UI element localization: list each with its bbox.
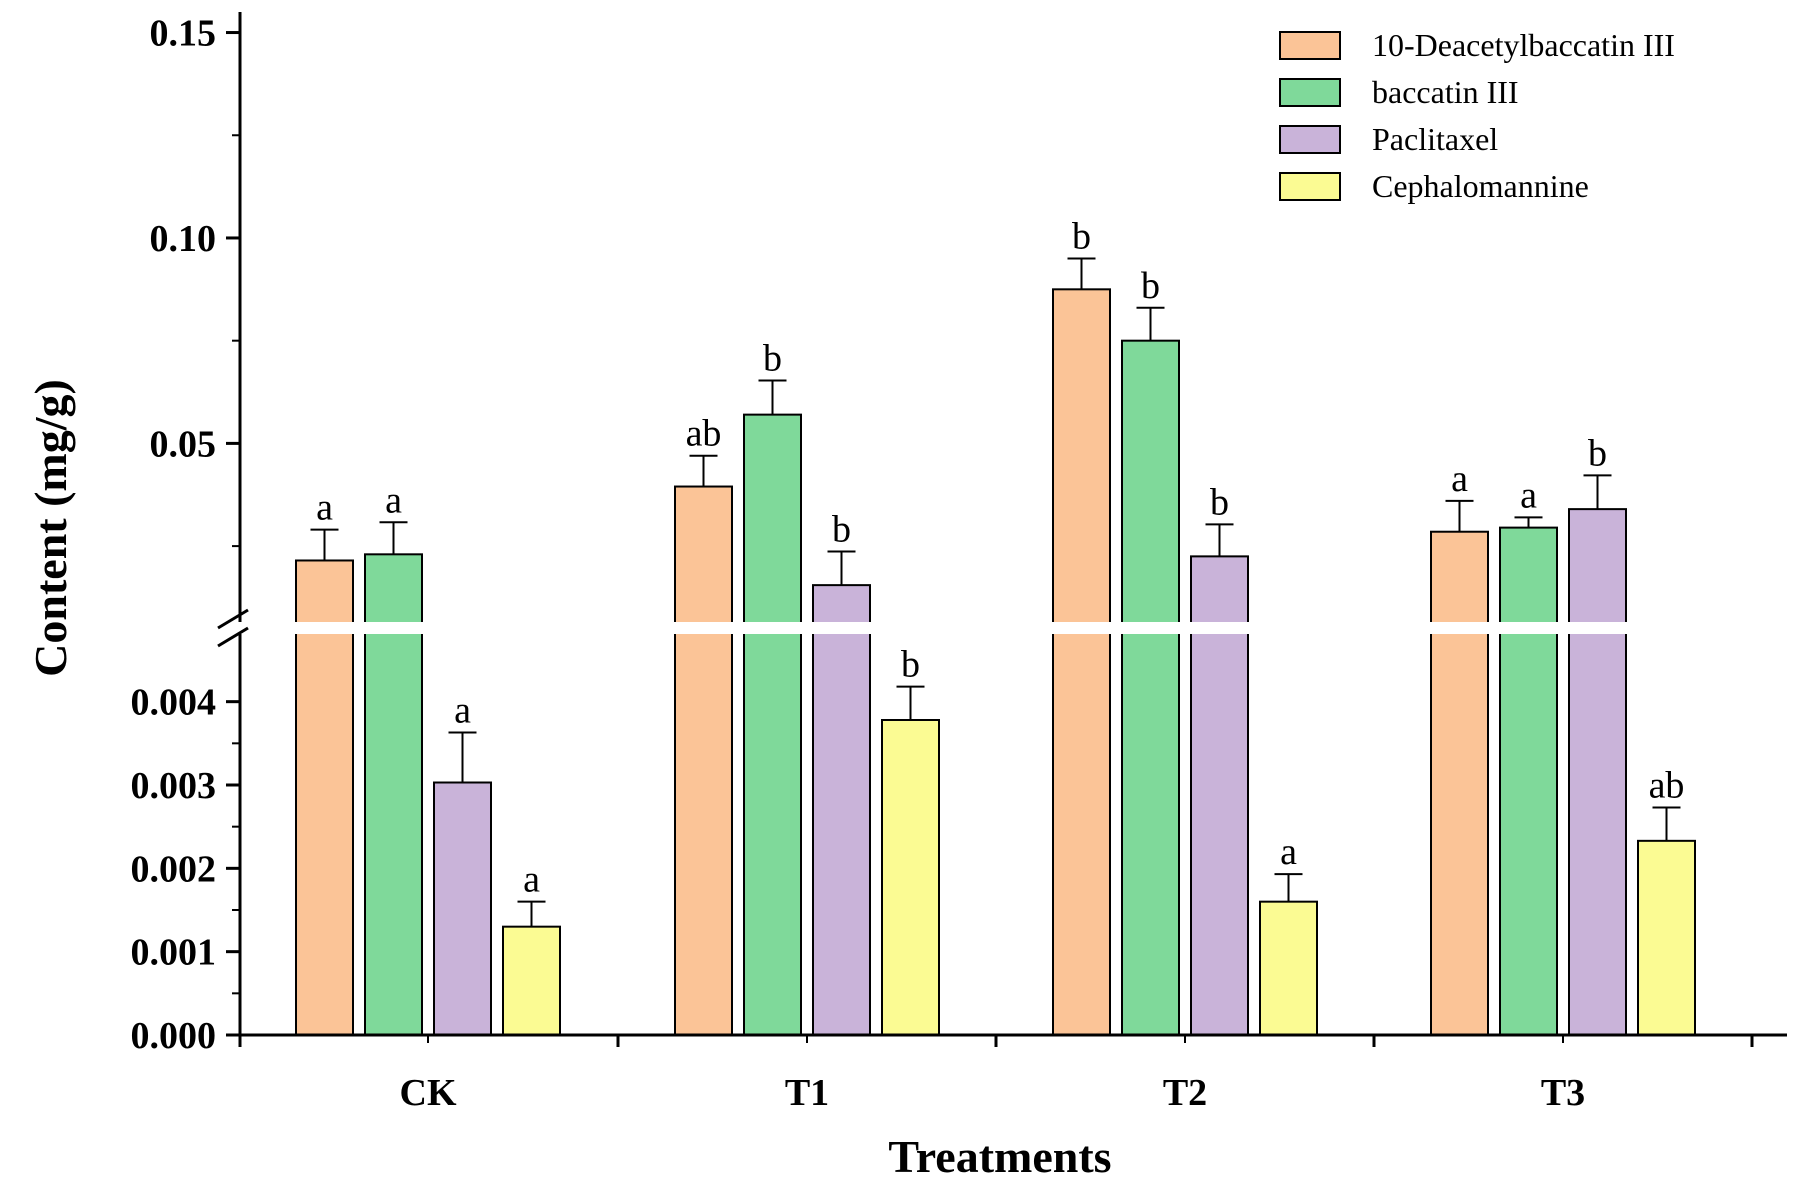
x-tick-label-t1: T1: [785, 1072, 829, 1114]
significance-letter: b: [832, 508, 851, 550]
y-tick-label: 0.10: [150, 218, 217, 260]
significance-letter: a: [454, 690, 471, 732]
axis-break-mark: [217, 608, 249, 630]
significance-letter: a: [385, 479, 402, 521]
significance-letter: ab: [686, 413, 722, 455]
bar-paclitaxel-t1: [812, 584, 871, 1036]
bars-layer: [218, 257, 1789, 1037]
bar-cephalomannine-t1: [881, 719, 940, 1036]
significance-letter: b: [1141, 265, 1160, 307]
legend-label-cephalomannine: Cephalomannine: [1372, 168, 1589, 204]
significance-letter: b: [763, 338, 782, 380]
legend-swatch-paclitaxel: [1279, 125, 1341, 154]
significance-letter: a: [1280, 831, 1297, 873]
significance-letter: a: [523, 859, 540, 901]
significance-letter: b: [1072, 216, 1091, 258]
bar-paclitaxel-ck: [433, 781, 492, 1036]
significance-letter: a: [316, 487, 333, 529]
x-axis-title: Treatments: [888, 1131, 1111, 1182]
y-tick-label: 0.05: [150, 423, 217, 465]
axis-break-band: [218, 622, 1789, 634]
y-tick-label: 0.000: [131, 1015, 217, 1057]
bar-baccatin-iii-t1: [743, 413, 802, 1036]
legend-label-paclitaxel: Paclitaxel: [1372, 121, 1498, 157]
legend-swatch-baccatin-iii: [1279, 78, 1341, 107]
legend-swatch-cephalomannine: [1279, 172, 1341, 201]
bar-paclitaxel-t2: [1190, 555, 1249, 1036]
significance-letter: b: [901, 644, 920, 686]
y-tick-label: 0.001: [131, 932, 217, 974]
bar-cephalomannine-t2: [1259, 900, 1318, 1037]
y-tick-label: 0.002: [131, 848, 217, 890]
bar-10-deacetylbaccatin-iii-ck: [295, 559, 354, 1037]
bar-baccatin-iii-t3: [1499, 526, 1558, 1037]
bar-10-deacetylbaccatin-iii-t1: [674, 485, 733, 1036]
significance-letter: ab: [1649, 765, 1685, 807]
significance-letter: b: [1588, 432, 1607, 474]
axes-layer: [217, 12, 1787, 1047]
bar-baccatin-iii-t2: [1121, 339, 1180, 1036]
y-tick-label: 0.004: [131, 682, 217, 724]
significance-letter: b: [1210, 481, 1229, 523]
bar-cephalomannine-t3: [1637, 839, 1696, 1036]
legend-label-10-deacetylbaccatin-iii: 10-Deacetylbaccatin III: [1372, 27, 1675, 63]
y-tick-label: 0.15: [150, 13, 217, 55]
significance-letter: a: [1451, 458, 1468, 500]
legend: 10-Deacetylbaccatin III baccatin III Pacli…: [1279, 27, 1675, 204]
x-tick-label-ck: CK: [400, 1072, 457, 1114]
bar-cephalomannine-ck: [502, 925, 561, 1037]
y-tick-label: 0.003: [131, 765, 217, 807]
x-tick-label-t3: T3: [1541, 1072, 1585, 1114]
significance-letter: a: [1520, 474, 1537, 516]
bar-10-deacetylbaccatin-iii-t3: [1430, 530, 1489, 1036]
legend-swatch-10-deacetylbaccatin-iii: [1279, 31, 1341, 60]
y-axis-title: Content (mg/g): [25, 379, 76, 677]
bar-10-deacetylbaccatin-iii-t2: [1052, 288, 1111, 1036]
x-tick-label-t2: T2: [1163, 1072, 1207, 1114]
axis-break-mark: [217, 626, 249, 648]
bar-paclitaxel-t3: [1568, 508, 1627, 1036]
legend-label-baccatin-iii: baccatin III: [1372, 74, 1519, 110]
